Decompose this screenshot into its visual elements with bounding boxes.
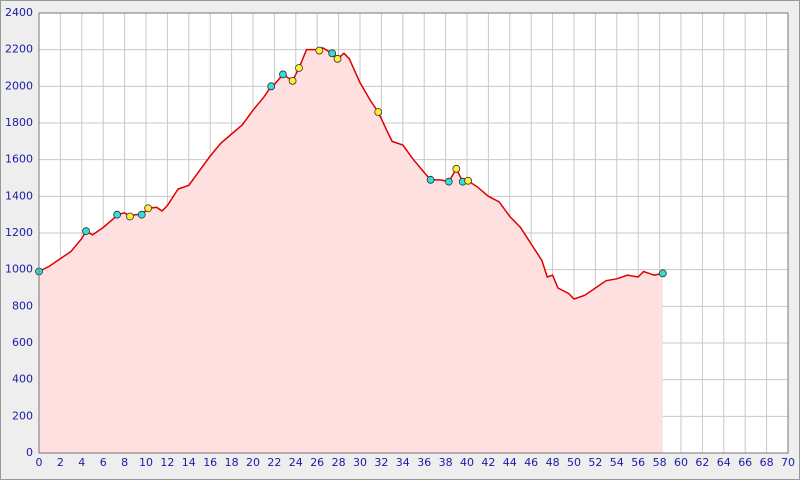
x-tick-label: 64: [717, 456, 731, 469]
x-tick-label: 22: [267, 456, 281, 469]
x-tick-label: 48: [546, 456, 560, 469]
x-tick-label: 42: [481, 456, 495, 469]
y-tick-label: 1600: [5, 153, 33, 166]
y-tick-label: 1000: [5, 263, 33, 276]
x-tick-label: 24: [289, 456, 303, 469]
x-tick-label: 4: [78, 456, 85, 469]
waypoint-marker: [333, 54, 342, 63]
x-tick-label: 8: [121, 456, 128, 469]
x-tick-label: 26: [310, 456, 324, 469]
x-tick-label: 62: [695, 456, 709, 469]
waypoint-marker: [279, 70, 287, 79]
y-tick-label: 0: [26, 446, 33, 459]
waypoint-marker: [328, 49, 337, 58]
y-tick-label: 800: [12, 299, 33, 312]
plot-border: [38, 12, 789, 454]
waypoint-marker: [444, 177, 453, 186]
y-tick-label: 1200: [5, 226, 33, 239]
x-tick-label: 30: [353, 456, 367, 469]
x-tick-label: 6: [100, 456, 107, 469]
y-tick-label: 1400: [5, 189, 33, 202]
x-tick-label: 34: [396, 456, 410, 469]
x-tick-label: 36: [417, 456, 431, 469]
x-tick-label: 0: [36, 456, 43, 469]
waypoint-marker: [315, 46, 324, 55]
x-tick-label: 68: [760, 456, 774, 469]
waypoint-marker: [426, 175, 435, 184]
waypoint-marker: [464, 176, 472, 185]
waypoint-marker: [137, 210, 146, 219]
x-tick-label: 2: [57, 456, 64, 469]
area-fill: [39, 47, 663, 453]
x-tick-label: 50: [567, 456, 581, 469]
x-tick-label: 54: [610, 456, 624, 469]
x-tick-label: 18: [225, 456, 239, 469]
x-tick-label: 14: [182, 456, 196, 469]
x-tick-label: 58: [653, 456, 667, 469]
x-tick-label: 70: [781, 456, 795, 469]
y-tick-label: 400: [12, 373, 33, 386]
waypoint-marker: [374, 108, 383, 116]
x-tick-label: 56: [631, 456, 645, 469]
waypoint-marker: [267, 82, 276, 91]
x-tick-label: 40: [460, 456, 474, 469]
y-tick-label: 2200: [5, 43, 33, 56]
y-tick-label: 1800: [5, 116, 33, 129]
x-tick-label: 28: [332, 456, 346, 469]
x-tick-label: 20: [246, 456, 260, 469]
x-tick-label: 38: [439, 456, 453, 469]
y-tick-label: 600: [12, 336, 33, 349]
x-tick-label: 60: [674, 456, 688, 469]
x-tick-label: 12: [160, 456, 174, 469]
waypoint-marker: [126, 212, 134, 221]
x-tick-label: 10: [139, 456, 153, 469]
waypoint-marker: [144, 204, 153, 213]
y-tick-label: 200: [12, 409, 33, 422]
waypoint-marker: [82, 227, 90, 236]
waypoint-marker: [295, 64, 303, 72]
x-tick-label: 46: [524, 456, 538, 469]
y-tick-label: 2000: [5, 79, 33, 92]
x-tick-label: 66: [738, 456, 752, 469]
waypoint-marker: [113, 210, 122, 219]
x-tick-label: 44: [503, 456, 517, 469]
x-tick-label: 52: [588, 456, 602, 469]
y-tick-label: 2400: [5, 6, 33, 19]
x-tick-label: 16: [203, 456, 217, 469]
waypoint-marker: [288, 76, 297, 85]
x-tick-label: 32: [374, 456, 388, 469]
waypoint-marker: [658, 269, 667, 278]
waypoint-marker: [452, 164, 461, 173]
